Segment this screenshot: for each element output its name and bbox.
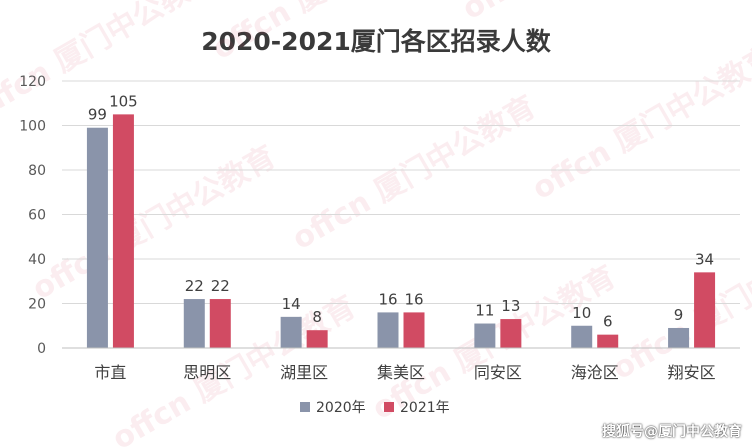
bar [694,272,716,348]
chart-title: 2020-2021厦门各区招录人数 [201,27,551,56]
bar [500,319,522,348]
data-label: 13 [501,297,520,315]
x-tick-label: 同安区 [474,363,522,382]
data-label: 16 [404,290,423,308]
data-label: 22 [211,277,230,295]
watermark-tile: offcn 厦门中公教育 [27,139,282,307]
bar [112,114,134,348]
watermark-tile: offcn 厦门中公教育 [457,0,712,27]
corner-watermark: 搜狐号@厦门中公教育 [602,424,742,440]
data-label: 22 [185,277,204,295]
data-label: 99 [88,106,107,124]
bar [209,299,231,348]
bar [377,312,399,348]
data-label: 34 [695,250,714,268]
bar [403,312,425,348]
y-tick-label: 40 [28,252,46,268]
x-tick-label: 翔安区 [668,363,716,382]
y-tick-label: 100 [19,119,46,135]
y-tick-label: 60 [28,208,46,224]
y-tick-label: 120 [19,74,46,90]
data-label: 105 [109,92,138,110]
x-tick-label: 海沧区 [571,363,619,382]
data-label: 9 [674,306,684,324]
legend-swatch [384,402,394,412]
data-label: 14 [282,295,301,313]
bar [86,127,108,348]
bar [183,299,205,348]
data-label: 8 [312,308,322,326]
bar [668,327,690,348]
bar [571,325,593,348]
y-tick-label: 80 [28,163,46,179]
watermark-tile: offcn 厦门中公教育 [207,0,462,67]
watermark-tile: offcn 厦门中公教育 [287,89,542,257]
data-label: 10 [572,304,591,322]
x-tick-label: 思明区 [183,363,231,382]
legend-swatch [300,402,310,412]
bar [306,330,328,348]
x-tick-label: 市直 [94,363,126,382]
watermark-tile: offcn 厦门中公教育 [527,39,752,207]
data-label: 6 [603,313,613,331]
x-tick-label: 集美区 [377,363,425,382]
bar [597,334,619,348]
data-label: 11 [475,302,494,320]
data-label: 16 [378,290,397,308]
y-tick-label: 0 [37,341,46,357]
bar [280,316,302,348]
legend-label: 2020年 [316,400,366,416]
bar [474,323,496,348]
y-tick-label: 20 [28,297,46,313]
legend-label: 2021年 [400,400,450,416]
x-tick-label: 湖里区 [280,363,328,382]
